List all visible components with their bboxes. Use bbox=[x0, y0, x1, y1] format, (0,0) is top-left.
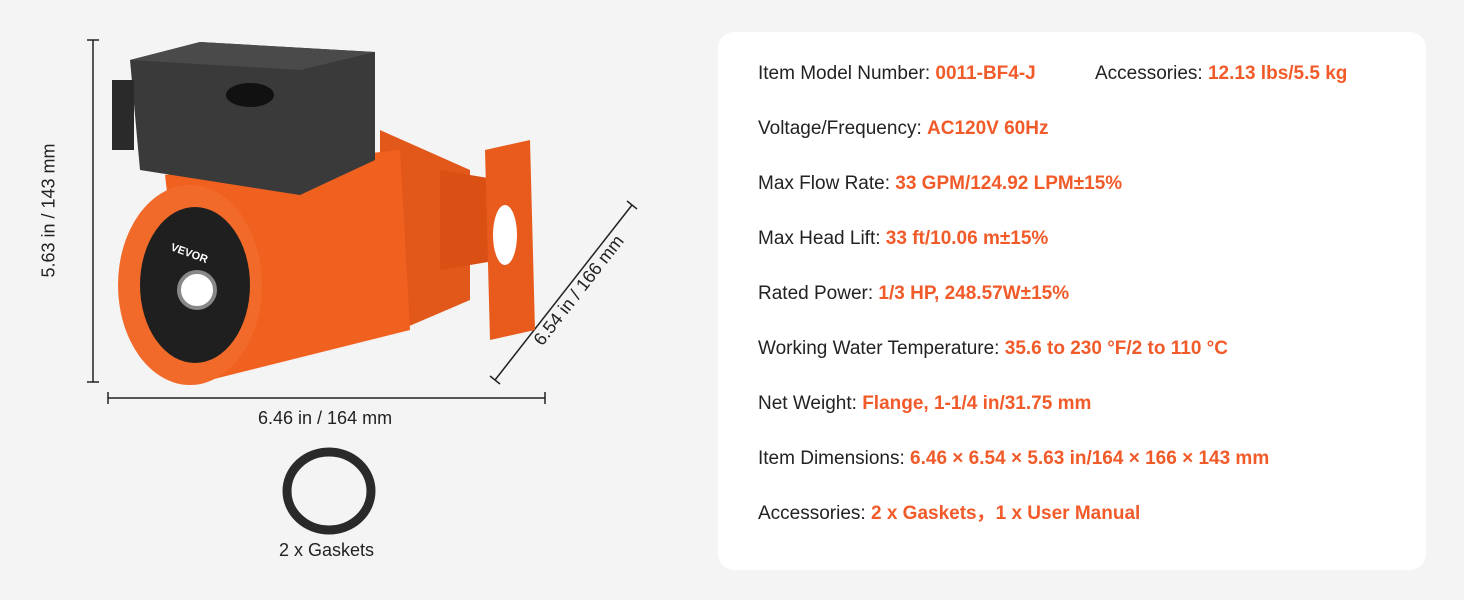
spec-value: 12.13 lbs/5.5 kg bbox=[1207, 63, 1348, 84]
spec-value: 35.6 to 230 °F/2 to 110 °C bbox=[1004, 338, 1228, 359]
spec-item-dimensions: Item Dimensions: 6.46 × 6.54 × 5.63 in/1… bbox=[758, 447, 1269, 471]
spec-value: 2 x Gaskets，1 x User Manual bbox=[870, 503, 1141, 524]
spec-label: Max Flow Rate: bbox=[758, 173, 896, 194]
spec-model-number: Item Model Number: 0011-BF4-J bbox=[758, 62, 1036, 86]
spec-label: Item Model Number: bbox=[758, 63, 936, 84]
spec-value: AC120V 60Hz bbox=[927, 118, 1049, 139]
spec-net-weight: Net Weight: Flange, 1-1/4 in/31.75 mm bbox=[758, 392, 1091, 416]
spec-label: Voltage/Frequency: bbox=[758, 118, 927, 139]
width-dimension-label: 6.46 in / 164 mm bbox=[258, 408, 393, 428]
pump-image: VEVOR bbox=[112, 42, 535, 385]
spec-label: Accessories: bbox=[1095, 63, 1208, 84]
spec-label: Net Weight: bbox=[758, 393, 863, 414]
spec-label: Item Dimensions: bbox=[758, 448, 911, 469]
spec-label: Accessories: bbox=[758, 503, 871, 524]
spec-label: Max Head Lift: bbox=[758, 228, 886, 249]
spec-value: 6.46 × 6.54 × 5.63 in/164 × 166 × 143 mm bbox=[910, 448, 1270, 469]
dimension-lines bbox=[87, 39, 638, 404]
specs-card: Item Model Number: 0011-BF4-J Accessorie… bbox=[718, 32, 1426, 570]
spec-head-lift: Max Head Lift: 33 ft/10.06 m±15% bbox=[758, 227, 1048, 251]
spec-voltage: Voltage/Frequency: AC120V 60Hz bbox=[758, 117, 1048, 141]
product-illustration: VEVOR bbox=[87, 39, 638, 535]
spec-label: Working Water Temperature: bbox=[758, 338, 1005, 359]
spec-accessories-weight: Accessories: 12.13 lbs/5.5 kg bbox=[1095, 62, 1347, 86]
spec-value: 1/3 HP, 248.57W±15% bbox=[878, 283, 1070, 304]
spec-value: 0011-BF4-J bbox=[935, 63, 1036, 84]
height-dimension-label: 5.63 in / 143 mm bbox=[38, 143, 59, 278]
spec-water-temperature: Working Water Temperature: 35.6 to 230 °… bbox=[758, 337, 1228, 361]
spec-value: 33 ft/10.06 m±15% bbox=[885, 228, 1049, 249]
gasket-image bbox=[282, 447, 376, 535]
spec-value: 33 GPM/124.92 LPM±15% bbox=[895, 173, 1123, 194]
spec-accessories: Accessories: 2 x Gaskets，1 x User Manual bbox=[758, 502, 1140, 526]
spec-rated-power: Rated Power: 1/3 HP, 248.57W±15% bbox=[758, 282, 1069, 306]
spec-flow-rate: Max Flow Rate: 33 GPM/124.92 LPM±15% bbox=[758, 172, 1122, 196]
spec-label: Rated Power: bbox=[758, 283, 879, 304]
gasket-label: 2 x Gaskets bbox=[279, 540, 375, 560]
spec-value: Flange, 1-1/4 in/31.75 mm bbox=[862, 393, 1092, 414]
